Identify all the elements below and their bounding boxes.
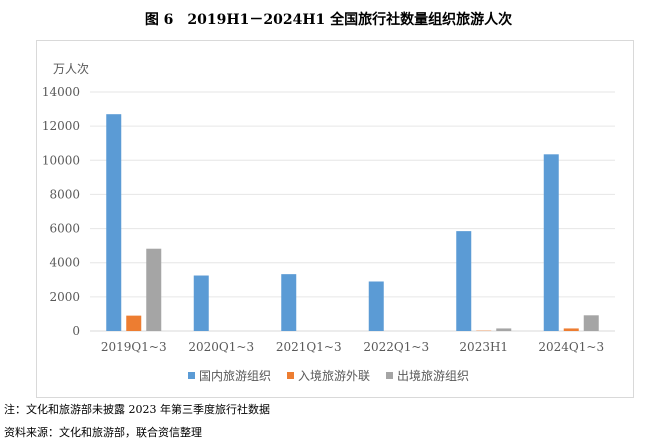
x-tick-label: 2023H1 (459, 340, 508, 354)
chart-source: 资料来源：文化和旅游部，联合资信整理 (4, 424, 202, 440)
legend-label-outbound: 出境旅游组织 (397, 367, 469, 384)
bar-出境旅游组织 (584, 315, 599, 331)
legend-item-outbound: 出境旅游组织 (386, 367, 469, 384)
x-tick-label: 2024Q1~3 (538, 340, 604, 354)
bar-出境旅游组织 (146, 249, 161, 331)
y-tick-label: 8000 (49, 187, 80, 201)
bar-出境旅游组织 (496, 328, 511, 331)
y-axis-label: 万人次 (53, 62, 89, 76)
y-tick-label: 14000 (42, 85, 80, 99)
chart-note: 注：文化和旅游部未披露 2023 年第三季度旅行社数据 (4, 401, 270, 417)
bar-国内旅游组织 (106, 114, 121, 331)
legend-swatch-outbound (386, 372, 393, 379)
x-tick-label: 2022Q1~3 (363, 340, 429, 354)
bar-国内旅游组织 (369, 281, 384, 331)
bar-国内旅游组织 (456, 231, 471, 331)
bar-国内旅游组织 (544, 154, 559, 331)
y-tick-label: 2000 (49, 290, 80, 304)
legend-item-domestic: 国内旅游组织 (188, 367, 271, 384)
bar-国内旅游组织 (194, 276, 209, 331)
legend-label-domestic: 国内旅游组织 (199, 367, 271, 384)
bar-入境旅游外联 (564, 328, 579, 331)
legend-swatch-domestic (188, 372, 195, 379)
legend-item-inbound: 入境旅游外联 (287, 367, 370, 384)
x-tick-label: 2021Q1~3 (276, 340, 342, 354)
y-tick-label: 10000 (42, 153, 80, 167)
y-tick-label: 0 (72, 324, 80, 338)
y-tick-label: 6000 (49, 222, 80, 236)
y-tick-label: 12000 (42, 119, 80, 133)
legend-swatch-inbound (287, 372, 294, 379)
bar-入境旅游外联 (126, 316, 141, 331)
legend-label-inbound: 入境旅游外联 (298, 367, 370, 384)
y-tick-label: 4000 (49, 256, 80, 270)
bar-国内旅游组织 (281, 274, 296, 331)
x-tick-label: 2020Q1~3 (188, 340, 254, 354)
chart-legend: 国内旅游组织 入境旅游外联 出境旅游组织 (0, 367, 657, 384)
x-tick-label: 2019Q1~3 (101, 340, 167, 354)
